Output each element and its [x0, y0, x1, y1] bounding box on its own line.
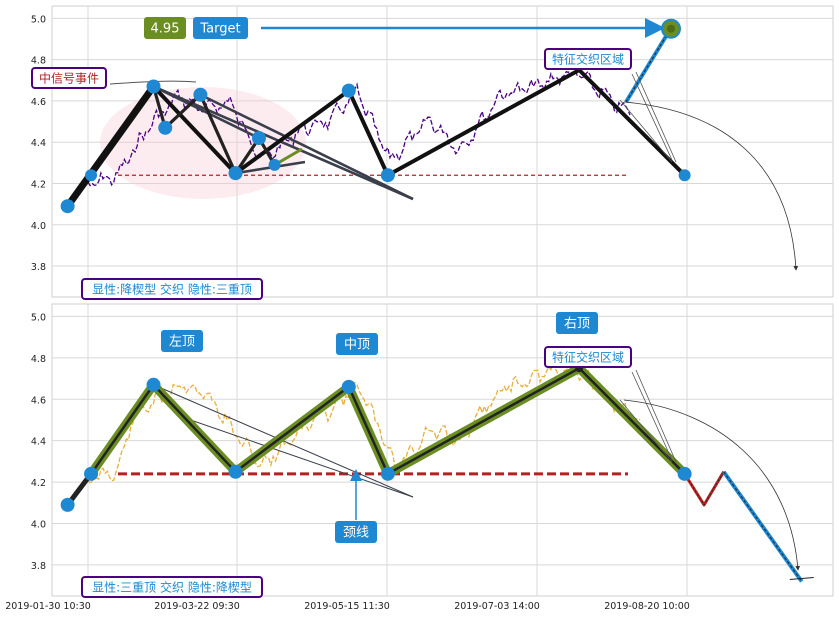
- y-tick-label: 4.0: [31, 221, 46, 232]
- x-tick-label: 2019-03-22 09:30: [154, 601, 240, 612]
- feature-zone-label-box: [544, 48, 632, 70]
- value-badge: 4.95: [151, 22, 180, 37]
- pattern-caption: 显性:三重顶 交织 隐性:降楔型: [92, 579, 252, 594]
- plot-frame-bottom: [51, 303, 834, 597]
- y-tick-label: 4.2: [31, 179, 46, 190]
- pivot-marker: [85, 169, 98, 182]
- y-tick-label: 4.6: [31, 97, 46, 108]
- pivot-marker: [677, 466, 692, 481]
- projection-curve-arrow: [623, 101, 799, 271]
- feature-zone-pointer: [631, 371, 673, 461]
- wedge-boundary-line: [181, 416, 414, 498]
- target-badge: Target: [199, 22, 240, 37]
- right-top-label-box: [556, 312, 598, 334]
- pivot-marker: [341, 379, 356, 394]
- pivot-marker: [60, 199, 75, 214]
- wedge-boundary-line: [152, 85, 260, 140]
- pivot-marker: [228, 166, 243, 181]
- pivot-marker: [60, 497, 75, 512]
- feature-zone-pointer: [635, 369, 677, 463]
- pivot-marker: [193, 87, 208, 102]
- pivot-marker: [380, 168, 395, 183]
- labels-layer: 4.95 Target中信号事件特征交织区域显性:降楔型 交织 隐性:三重顶左顶中…: [5, 17, 690, 612]
- pivot-marker: [146, 79, 161, 94]
- projection-curve-arrow: [623, 399, 801, 571]
- target-badge-box: [193, 17, 248, 39]
- y-tick-label: 4.4: [31, 437, 46, 448]
- target-marker-core: [667, 24, 675, 33]
- feature-zone-pointer: [631, 73, 673, 161]
- pattern-layer: [60, 18, 814, 583]
- feature-zone-label: 特征交织区域: [552, 349, 624, 364]
- middle-top-label: 中顶: [344, 338, 370, 353]
- value-badge-box: [144, 17, 186, 39]
- left-top-label-box: [161, 330, 203, 352]
- feature-zone-pointer: [619, 399, 673, 463]
- middle-top-label-box: [336, 333, 378, 355]
- left-top-label: 左顶: [169, 335, 195, 350]
- x-tick-label: 2019-05-15 11:30: [304, 601, 390, 612]
- pivot-marker: [341, 83, 356, 98]
- x-tick-label: 2019-08-20 10:00: [604, 601, 690, 612]
- pivot-marker: [158, 120, 173, 135]
- signal-event-label-box: [31, 67, 107, 89]
- y-tick-label: 5.0: [31, 312, 46, 323]
- projection-blue-dash: [723, 471, 803, 582]
- pivot-marker: [678, 169, 691, 182]
- pattern-caption-box: [81, 576, 263, 598]
- y-tick-label: 4.8: [31, 56, 46, 67]
- x-tick-label: 2019-01-30 10:30: [5, 601, 91, 612]
- feature-zone-pointer: [619, 99, 673, 163]
- y-tick-label: 5.0: [31, 14, 46, 25]
- pattern-caption: 显性:降楔型 交织 隐性:三重顶: [92, 281, 252, 296]
- plot-frame-top: [51, 5, 834, 298]
- wedge-boundary-line: [199, 93, 414, 201]
- pattern-caption-box: [81, 278, 263, 300]
- triple-top-pattern-line: [66, 366, 686, 506]
- grid-layer: 5.0 4.8 4.6 4.4 4.2 4.0 3.8 5.0 4.8 4.6 4.4 4.2 4.0 3…: [31, 5, 834, 597]
- y-tick-label: 4.2: [31, 478, 46, 489]
- y-tick-label: 4.8: [31, 354, 46, 365]
- pivot-marker: [146, 377, 161, 392]
- projection-red-dash: [684, 471, 725, 506]
- feature-zone-label: 特征交织区域: [552, 51, 624, 66]
- pivot-marker: [251, 131, 266, 146]
- wedge-boundary-line: [153, 85, 414, 201]
- x-tick-label: 2019-07-03 14:00: [454, 601, 540, 612]
- neckline-label-box: [335, 521, 377, 543]
- pivot-marker: [380, 466, 395, 481]
- y-tick-label: 4.6: [31, 395, 46, 406]
- y-tick-label: 3.8: [31, 561, 46, 572]
- right-top-label: 右顶: [564, 317, 590, 332]
- pivot-marker: [84, 466, 99, 481]
- y-tick-label: 3.8: [31, 262, 46, 273]
- y-tick-label: 4.0: [31, 520, 46, 531]
- pivot-marker: [228, 464, 243, 479]
- feature-zone-label-box: [544, 346, 632, 368]
- rise-leg-line: [64, 84, 157, 209]
- feature-zone-pointer: [635, 71, 677, 163]
- y-tick-label: 4.4: [31, 138, 46, 149]
- pivot-marker: [268, 158, 281, 171]
- signal-event-label: 中信号事件: [39, 70, 99, 85]
- price-series-line: [87, 362, 641, 486]
- price-series-line: [87, 62, 631, 187]
- projection-end-tick: [789, 577, 814, 581]
- neckline-label: 颈线: [343, 526, 369, 541]
- target-projection-dash: [625, 32, 669, 103]
